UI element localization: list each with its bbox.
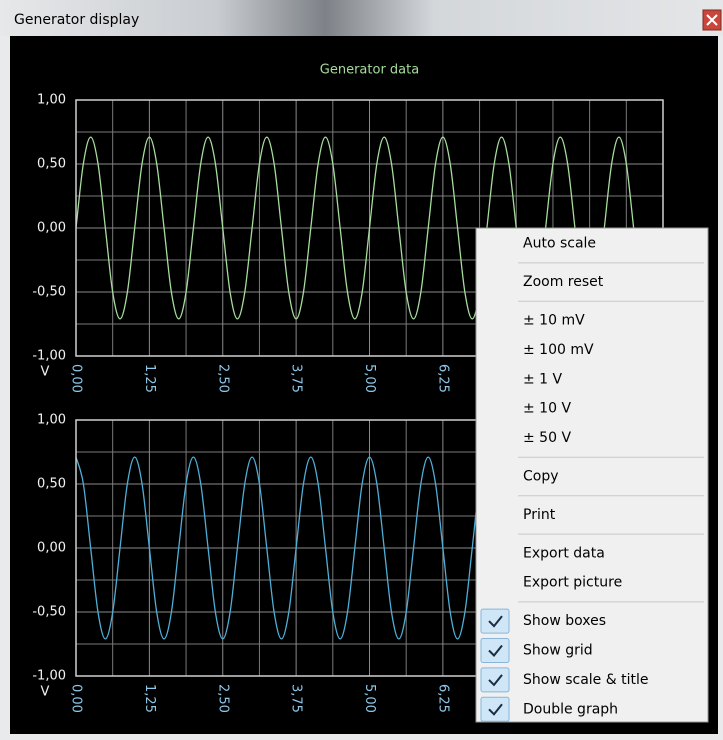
x-tick-label: 6,25	[435, 684, 450, 713]
menu-item[interactable]: Copy	[479, 463, 705, 490]
menu-item-area[interactable]	[479, 366, 705, 393]
y-tick-label: 0,50	[37, 157, 66, 172]
y-tick-label: 0,50	[37, 477, 66, 492]
check-mark	[488, 644, 503, 657]
x-tick-label: 5,00	[362, 684, 377, 713]
x-tick-label: 5,00	[362, 364, 377, 393]
x-tick-label: 0,00	[69, 684, 84, 713]
check-box	[480, 696, 510, 722]
menu-item-area[interactable]	[479, 424, 705, 451]
menu-item-label[interactable]: Show boxes	[523, 613, 606, 629]
y-tick-label: 1,00	[37, 413, 66, 428]
menu-item[interactable]: Zoom reset	[479, 268, 705, 295]
menu-item[interactable]: Export picture	[479, 569, 705, 596]
y-tick-label: -1,00	[32, 669, 66, 684]
wave-line	[75, 136, 664, 320]
window-title: Generator display	[14, 12, 139, 28]
check-mark	[488, 615, 503, 628]
x-tick-label: 3,75	[289, 684, 304, 713]
menu-item[interactable]: Auto scale	[479, 230, 705, 257]
y-tick-label: 0,00	[37, 541, 66, 556]
check-mark	[488, 703, 503, 716]
y-tick-label: -0,50	[32, 605, 66, 620]
y-tick-label: -1,00	[32, 349, 66, 364]
menu-item[interactable]: ± 10 V	[479, 395, 705, 422]
close-icon	[706, 14, 718, 26]
y-axis-label: V	[41, 365, 50, 380]
menu-item-label[interactable]: Print	[523, 507, 556, 523]
menu-item-label[interactable]: ± 10 mV	[523, 313, 585, 329]
x-tick-label: 2,50	[215, 364, 230, 393]
menu-item[interactable]: ± 50 V	[479, 424, 705, 451]
y-tick-label: 0,00	[37, 221, 66, 236]
menu-item-label[interactable]: Auto scale	[523, 236, 596, 252]
menu-item[interactable]: ± 10 mV	[479, 307, 705, 334]
title-bar	[0, 0, 723, 36]
x-tick-label: 6,25	[435, 364, 450, 393]
y-tick-label: 1,00	[37, 93, 66, 108]
menu-item-label[interactable]: ± 100 mV	[523, 342, 594, 358]
x-tick-label: 1,25	[142, 364, 157, 393]
x-tick-label: 2,50	[215, 684, 230, 713]
check-box	[480, 608, 510, 634]
menu-item-label[interactable]: ± 10 V	[523, 401, 571, 417]
menu-item-label[interactable]: Zoom reset	[523, 274, 604, 290]
menu-item[interactable]: Print	[479, 501, 705, 528]
menu-background	[475, 227, 709, 723]
menu-item-label[interactable]: Show scale & title	[523, 672, 649, 688]
menu-item-label[interactable]: Show grid	[523, 643, 593, 659]
menu-item-label[interactable]: Export picture	[523, 575, 622, 591]
menu-item[interactable]: Double graph	[479, 696, 705, 723]
check-box	[480, 638, 510, 663]
chart-title: Generator data	[320, 63, 419, 78]
y-tick-label: -0,50	[32, 285, 66, 300]
check-mark	[488, 674, 503, 687]
menu-item-label[interactable]: Export data	[523, 545, 605, 561]
menu-item[interactable]: Show boxes	[479, 607, 705, 634]
menu-item-label[interactable]: Double graph	[523, 701, 618, 717]
x-tick-label: 1,25	[142, 684, 157, 713]
menu-item-label[interactable]: Copy	[523, 469, 559, 485]
x-tick-label: 3,75	[289, 364, 304, 393]
y-axis-label: V	[41, 685, 50, 700]
menu-item-area[interactable]	[479, 501, 705, 528]
menu-item[interactable]: Show scale & title	[479, 666, 705, 693]
menu-item-area[interactable]	[479, 307, 705, 334]
check-box	[480, 667, 510, 693]
menu-item-area[interactable]	[479, 395, 705, 422]
context-menu: Auto scale Zoom reset ± 10 mV ± 100 mV ± 1 V…	[475, 227, 709, 723]
menu-item[interactable]: ± 1 V	[479, 366, 705, 393]
menu-item-label[interactable]: ± 50 V	[523, 430, 571, 446]
menu-item-area[interactable]	[479, 463, 705, 490]
menu-item[interactable]: Show grid	[479, 637, 705, 664]
menu-item-label[interactable]: ± 1 V	[523, 371, 563, 387]
menu-item[interactable]: ± 100 mV	[479, 336, 705, 363]
menu-item[interactable]: Export data	[479, 540, 705, 567]
x-tick-label: 0,00	[69, 364, 84, 393]
